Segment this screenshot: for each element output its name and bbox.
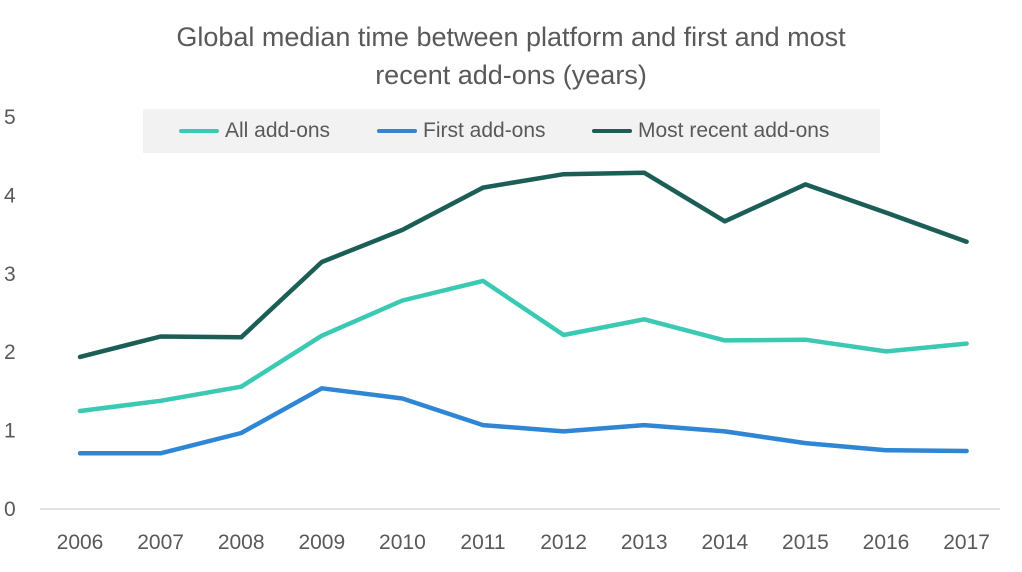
series-line-most-recent-add-ons xyxy=(77,170,969,360)
series-line-all-add-ons xyxy=(77,278,969,414)
legend: All add-ons First add-ons Most recent ad… xyxy=(143,109,880,153)
legend-label-most-recent-add-ons: Most recent add-ons xyxy=(638,119,830,142)
y-tick-label: 3 xyxy=(4,263,16,286)
x-tick-label: 2017 xyxy=(943,531,990,554)
legend-item-all-add-ons: All add-ons xyxy=(179,109,330,153)
legend-item-most-recent-add-ons: Most recent add-ons xyxy=(592,109,829,153)
y-tick-label: 2 xyxy=(4,341,16,364)
legend-swatch-first-add-ons xyxy=(377,129,417,133)
y-tick-label: 0 xyxy=(4,498,16,521)
x-tick-label: 2012 xyxy=(540,531,587,554)
x-tick-label: 2008 xyxy=(218,531,265,554)
legend-label-all-add-ons: All add-ons xyxy=(225,119,331,142)
legend-swatch-all-add-ons xyxy=(179,129,219,133)
x-tick-label: 2009 xyxy=(298,531,345,554)
chart-title-line-1: Global median time between platform and … xyxy=(176,22,846,52)
legend-swatch-most-recent-add-ons xyxy=(592,129,632,133)
x-tick-label: 2014 xyxy=(701,531,748,554)
x-tick-label: 2016 xyxy=(863,531,910,554)
x-tick-label: 2011 xyxy=(460,531,505,554)
x-tick-label: 2013 xyxy=(621,531,668,554)
legend-item-first-add-ons: First add-ons xyxy=(377,109,546,153)
x-tick-label: 2015 xyxy=(782,531,829,554)
chart-title: Global median time between platform and … xyxy=(0,18,1022,94)
y-tick-label: 5 xyxy=(4,106,16,129)
y-tick-label: 1 xyxy=(4,420,16,443)
legend-label-first-add-ons: First add-ons xyxy=(423,119,546,142)
series-line-first-add-ons xyxy=(77,386,969,456)
x-tick-label: 2007 xyxy=(137,531,184,554)
chart-title-line-2: recent add-ons (years) xyxy=(375,60,647,90)
y-tick-label: 4 xyxy=(4,184,16,207)
x-tick-label: 2010 xyxy=(379,531,426,554)
x-tick-label: 2006 xyxy=(57,531,104,554)
